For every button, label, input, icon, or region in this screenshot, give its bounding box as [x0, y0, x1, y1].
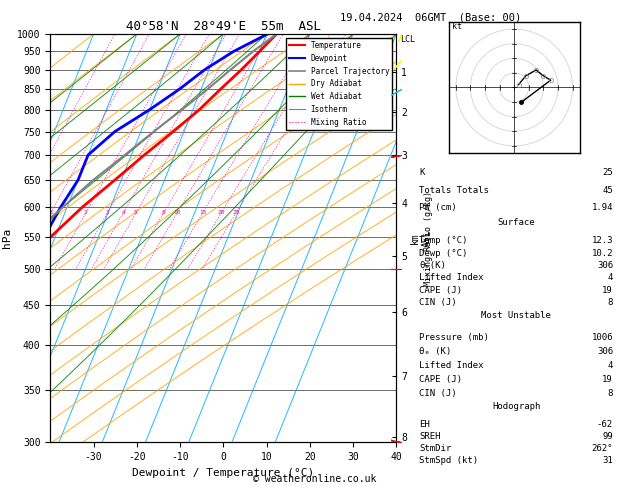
Text: 306: 306	[597, 261, 613, 270]
Text: 10: 10	[174, 210, 181, 215]
Text: Most Unstable: Most Unstable	[481, 311, 551, 320]
Text: 3: 3	[106, 210, 109, 215]
Text: 4: 4	[121, 210, 125, 215]
Text: EH: EH	[419, 420, 430, 429]
Text: © weatheronline.co.uk: © weatheronline.co.uk	[253, 473, 376, 484]
Text: K: K	[419, 168, 425, 177]
Legend: Temperature, Dewpoint, Parcel Trajectory, Dry Adiabat, Wet Adiabat, Isotherm, Mi: Temperature, Dewpoint, Parcel Trajectory…	[286, 38, 392, 130]
Text: LCL: LCL	[400, 35, 415, 44]
Text: 8: 8	[608, 389, 613, 399]
Text: 4: 4	[608, 361, 613, 370]
Text: 25: 25	[603, 168, 613, 177]
Text: 19: 19	[603, 286, 613, 295]
Text: 1006: 1006	[591, 332, 613, 342]
Text: θₑ (K): θₑ (K)	[419, 347, 452, 356]
Text: 45: 45	[603, 186, 613, 195]
Title: 40°58'N  28°49'E  55m  ASL: 40°58'N 28°49'E 55m ASL	[126, 20, 321, 33]
Text: 8: 8	[162, 210, 165, 215]
Text: CIN (J): CIN (J)	[419, 389, 457, 399]
X-axis label: Dewpoint / Temperature (°C): Dewpoint / Temperature (°C)	[132, 468, 314, 478]
Text: 19: 19	[603, 375, 613, 384]
Text: 1.94: 1.94	[591, 203, 613, 212]
Text: -62: -62	[597, 420, 613, 429]
Text: 31: 31	[603, 456, 613, 465]
Text: Temp (°C): Temp (°C)	[419, 236, 467, 245]
Text: Lifted Index: Lifted Index	[419, 361, 484, 370]
Text: 4: 4	[608, 273, 613, 282]
Text: Lifted Index: Lifted Index	[419, 273, 484, 282]
Text: 262°: 262°	[591, 444, 613, 453]
Text: Totals Totals: Totals Totals	[419, 186, 489, 195]
Text: 2: 2	[84, 210, 87, 215]
Y-axis label: hPa: hPa	[1, 228, 11, 248]
Text: StmDir: StmDir	[419, 444, 452, 453]
Y-axis label: km
ASL: km ASL	[409, 229, 431, 247]
Text: Pressure (mb): Pressure (mb)	[419, 332, 489, 342]
Text: 8: 8	[608, 298, 613, 307]
Text: Mixing Ratio (g/kg): Mixing Ratio (g/kg)	[424, 191, 433, 286]
Text: 20: 20	[218, 210, 225, 215]
Text: 19.04.2024  06GMT  (Base: 00): 19.04.2024 06GMT (Base: 00)	[340, 12, 521, 22]
Text: 99: 99	[603, 432, 613, 441]
Text: Dewp (°C): Dewp (°C)	[419, 249, 467, 258]
Text: 12.3: 12.3	[591, 236, 613, 245]
Text: StmSpd (kt): StmSpd (kt)	[419, 456, 478, 465]
Text: PW (cm): PW (cm)	[419, 203, 457, 212]
Text: 5: 5	[134, 210, 138, 215]
Text: 25: 25	[232, 210, 240, 215]
Text: CIN (J): CIN (J)	[419, 298, 457, 307]
Text: SREH: SREH	[419, 432, 441, 441]
Text: 10.2: 10.2	[591, 249, 613, 258]
Text: 1: 1	[49, 210, 53, 215]
Text: CAPE (J): CAPE (J)	[419, 286, 462, 295]
Text: CAPE (J): CAPE (J)	[419, 375, 462, 384]
Text: θₑ(K): θₑ(K)	[419, 261, 446, 270]
Text: 306: 306	[597, 347, 613, 356]
Text: Hodograph: Hodograph	[492, 402, 540, 412]
Text: kt: kt	[452, 22, 462, 31]
Text: Surface: Surface	[498, 218, 535, 227]
Text: 15: 15	[199, 210, 206, 215]
